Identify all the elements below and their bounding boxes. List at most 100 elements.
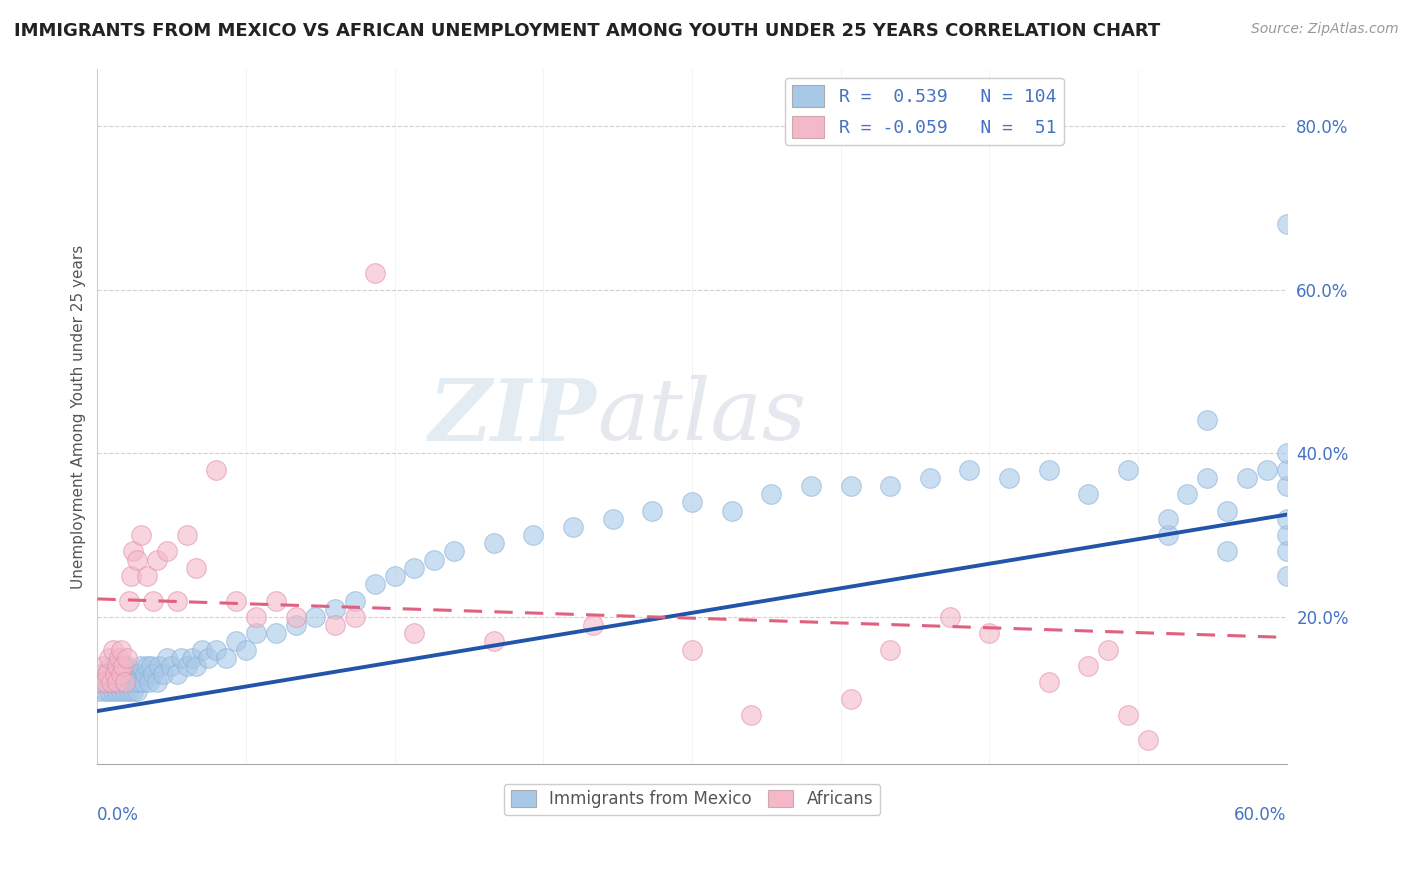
- Point: [105, 659, 128, 673]
- Point: [482, 536, 505, 550]
- Point: [602, 512, 624, 526]
- Point: [142, 667, 165, 681]
- Point: [1275, 446, 1298, 460]
- Text: Source: ZipAtlas.com: Source: ZipAtlas.com: [1251, 22, 1399, 37]
- Point: [112, 659, 135, 673]
- Point: [443, 544, 465, 558]
- Point: [1275, 544, 1298, 558]
- Point: [245, 610, 267, 624]
- Point: [1038, 462, 1060, 476]
- Point: [1077, 659, 1099, 673]
- Point: [1136, 732, 1159, 747]
- Point: [156, 544, 179, 558]
- Point: [1156, 528, 1178, 542]
- Point: [215, 651, 238, 665]
- Point: [148, 659, 170, 673]
- Point: [284, 610, 307, 624]
- Point: [344, 610, 367, 624]
- Point: [344, 593, 367, 607]
- Point: [96, 667, 118, 681]
- Point: [384, 569, 406, 583]
- Point: [118, 683, 141, 698]
- Point: [404, 626, 426, 640]
- Point: [104, 659, 127, 673]
- Point: [110, 642, 132, 657]
- Point: [979, 626, 1001, 640]
- Point: [114, 675, 136, 690]
- Point: [191, 642, 214, 657]
- Point: [100, 659, 122, 673]
- Point: [235, 642, 257, 657]
- Point: [1177, 487, 1199, 501]
- Point: [169, 651, 191, 665]
- Point: [110, 683, 132, 698]
- Point: [98, 683, 121, 698]
- Point: [205, 642, 228, 657]
- Point: [91, 667, 114, 681]
- Point: [138, 675, 160, 690]
- Point: [197, 651, 219, 665]
- Point: [1275, 217, 1298, 231]
- Point: [761, 487, 783, 501]
- Point: [112, 675, 135, 690]
- Point: [132, 675, 155, 690]
- Point: [423, 552, 446, 566]
- Point: [225, 634, 247, 648]
- Point: [108, 651, 131, 665]
- Point: [91, 659, 114, 673]
- Point: [159, 659, 181, 673]
- Text: 0.0%: 0.0%: [97, 806, 139, 824]
- Point: [128, 675, 150, 690]
- Point: [304, 610, 326, 624]
- Point: [879, 642, 901, 657]
- Point: [115, 659, 138, 673]
- Point: [1038, 675, 1060, 690]
- Point: [681, 642, 703, 657]
- Point: [103, 642, 125, 657]
- Point: [176, 528, 198, 542]
- Point: [125, 667, 148, 681]
- Point: [152, 667, 174, 681]
- Point: [323, 601, 346, 615]
- Point: [94, 683, 117, 698]
- Point: [205, 462, 228, 476]
- Point: [104, 667, 127, 681]
- Point: [134, 667, 156, 681]
- Point: [125, 552, 148, 566]
- Point: [105, 675, 128, 690]
- Point: [998, 471, 1021, 485]
- Point: [115, 651, 138, 665]
- Point: [1275, 479, 1298, 493]
- Text: 60.0%: 60.0%: [1234, 806, 1286, 824]
- Point: [1236, 471, 1258, 485]
- Point: [323, 618, 346, 632]
- Point: [264, 593, 287, 607]
- Text: IMMIGRANTS FROM MEXICO VS AFRICAN UNEMPLOYMENT AMONG YOUTH UNDER 25 YEARS CORREL: IMMIGRANTS FROM MEXICO VS AFRICAN UNEMPL…: [14, 22, 1160, 40]
- Point: [800, 479, 823, 493]
- Point: [1156, 512, 1178, 526]
- Point: [112, 659, 135, 673]
- Point: [118, 593, 141, 607]
- Point: [176, 659, 198, 673]
- Text: atlas: atlas: [596, 375, 806, 458]
- Point: [1197, 413, 1219, 427]
- Point: [114, 683, 136, 698]
- Point: [125, 683, 148, 698]
- Y-axis label: Unemployment Among Youth under 25 years: Unemployment Among Youth under 25 years: [72, 244, 86, 589]
- Point: [839, 479, 862, 493]
- Point: [364, 266, 387, 280]
- Point: [129, 528, 152, 542]
- Point: [959, 462, 981, 476]
- Point: [1216, 503, 1239, 517]
- Point: [89, 675, 111, 690]
- Point: [120, 675, 142, 690]
- Point: [839, 691, 862, 706]
- Point: [681, 495, 703, 509]
- Point: [1116, 708, 1139, 723]
- Point: [105, 683, 128, 698]
- Point: [1077, 487, 1099, 501]
- Point: [156, 651, 179, 665]
- Point: [225, 593, 247, 607]
- Point: [98, 651, 121, 665]
- Point: [103, 667, 125, 681]
